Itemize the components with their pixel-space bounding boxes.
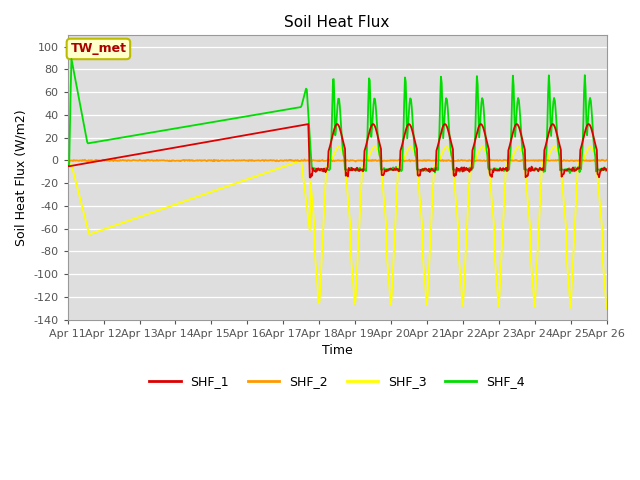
SHF_1 xyxy=(419,167,427,172)
SHF_2 xyxy=(184,158,191,164)
SHF_4 xyxy=(566,170,573,176)
SHF_3 xyxy=(212,187,220,193)
SHF_3 xyxy=(64,161,72,167)
SHF_1 xyxy=(603,168,611,173)
Line: SHF_2: SHF_2 xyxy=(68,159,607,162)
SHF_3 xyxy=(403,150,410,156)
SHF_1 xyxy=(307,175,314,180)
Y-axis label: Soil Heat Flux (W/m2): Soil Heat Flux (W/m2) xyxy=(15,109,28,246)
SHF_2 xyxy=(351,159,359,165)
SHF_4 xyxy=(403,135,411,141)
SHF_1 xyxy=(585,121,593,127)
SHF_4 xyxy=(419,166,427,172)
SHF_4 xyxy=(184,123,192,129)
SHF_4 xyxy=(64,163,72,169)
SHF_2 xyxy=(603,157,611,163)
SHF_2 xyxy=(64,157,72,163)
SHF_2 xyxy=(404,158,412,164)
SHF_2 xyxy=(301,156,308,162)
Line: SHF_3: SHF_3 xyxy=(68,147,607,308)
SHF_4 xyxy=(68,56,76,62)
SHF_1 xyxy=(74,162,81,168)
SHF_2 xyxy=(420,157,428,163)
Line: SHF_4: SHF_4 xyxy=(68,59,607,173)
SHF_4 xyxy=(130,132,138,138)
Title: Soil Heat Flux: Soil Heat Flux xyxy=(284,15,390,30)
SHF_4 xyxy=(74,92,82,97)
SHF_3 xyxy=(184,197,191,203)
X-axis label: Time: Time xyxy=(322,344,353,357)
SHF_3 xyxy=(586,144,594,150)
SHF_1 xyxy=(403,123,411,129)
SHF_3 xyxy=(74,185,81,191)
SHF_3 xyxy=(419,223,426,228)
Line: SHF_1: SHF_1 xyxy=(68,124,607,178)
SHF_2 xyxy=(212,157,220,163)
SHF_4 xyxy=(213,119,221,124)
SHF_1 xyxy=(184,143,191,148)
SHF_2 xyxy=(74,158,81,164)
SHF_2 xyxy=(129,157,137,163)
SHF_4 xyxy=(603,167,611,173)
SHF_1 xyxy=(212,137,220,143)
Legend: SHF_1, SHF_2, SHF_3, SHF_4: SHF_1, SHF_2, SHF_3, SHF_4 xyxy=(144,370,530,393)
SHF_3 xyxy=(603,305,611,311)
SHF_1 xyxy=(129,152,137,158)
Text: TW_met: TW_met xyxy=(70,42,127,56)
SHF_3 xyxy=(129,216,137,222)
SHF_1 xyxy=(64,163,72,169)
